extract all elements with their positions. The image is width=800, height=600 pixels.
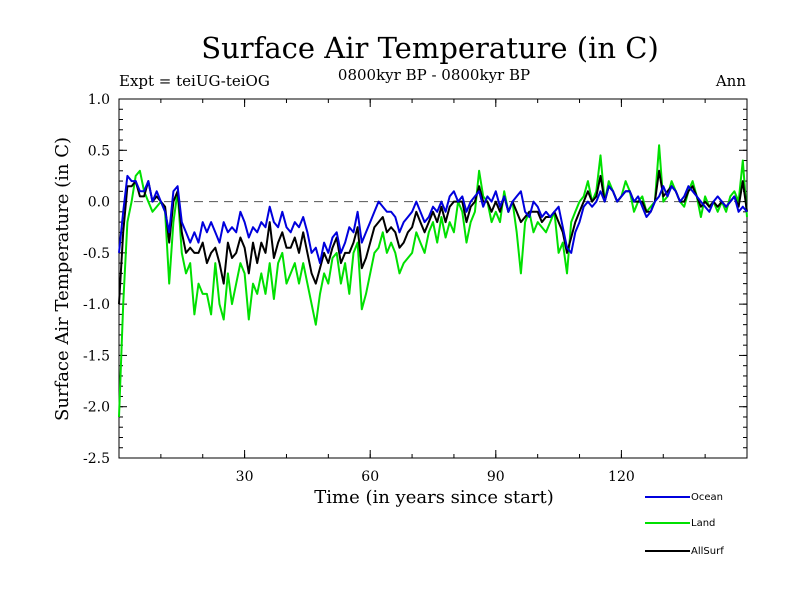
y-tick-label: -2.5 [83, 451, 110, 467]
series-line-allsurf [118, 169, 748, 305]
legend-label-ocean: Ocean [691, 492, 723, 503]
experiment-label: Expt = teiUG-teiOG [119, 72, 270, 90]
chart-title: Surface Air Temperature (in C) [201, 31, 659, 65]
series-line-ocean [118, 174, 748, 265]
y-axis-label: Surface Air Temperature (in C) [52, 137, 73, 421]
y-tick-label: 1.0 [88, 92, 110, 108]
legend-label-land: Land [691, 518, 715, 529]
plot-area: 1.0 0.5 0.0 -0.5 -1.0 -1.5 -2.0 -2.5 30 60 90 120 [83, 92, 748, 485]
plot-frame [118, 98, 748, 459]
y-tick-label: -1.5 [83, 348, 110, 364]
series-line-land [118, 144, 748, 418]
x-tick-label: 60 [361, 469, 379, 485]
legend: Ocean Land AllSurf [645, 492, 724, 557]
y-tick-label: 0.5 [88, 143, 110, 159]
y-tick-label: -0.5 [83, 246, 110, 262]
y-tick-label: 0.0 [88, 195, 110, 211]
y-tick-label: -1.0 [83, 297, 110, 313]
season-label: Ann [715, 72, 746, 90]
x-tick-label: 30 [236, 469, 254, 485]
x-tick-label: 90 [487, 469, 505, 485]
legend-label-allsurf: AllSurf [691, 546, 724, 557]
chart-subtitle: 0800kyr BP - 0800kyr BP [338, 66, 530, 84]
x-axis-label: Time (in years since start) [314, 487, 554, 508]
y-tick-label: -2.0 [83, 400, 110, 416]
x-tick-label: 120 [608, 469, 635, 485]
